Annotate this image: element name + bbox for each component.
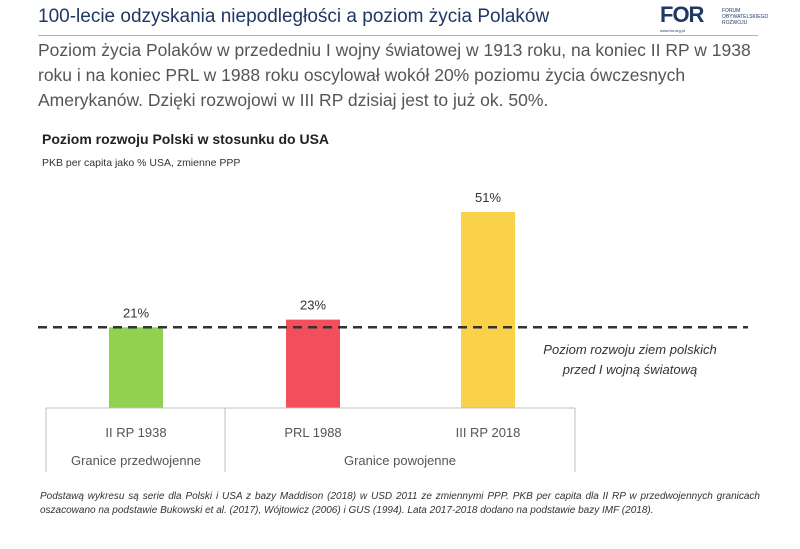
value-label-2: 23% (300, 298, 326, 313)
intro-paragraph: Poziom życia Polaków w przededniu I wojn… (38, 40, 751, 110)
logo-sub-line-1: FORUM (722, 8, 741, 14)
tick-label-3: III RP 2018 (456, 425, 521, 440)
footnote: Podstawą wykresu są serie dla Polski i U… (40, 491, 760, 516)
reference-label-line-1: Poziom rozwoju ziem polskich (543, 342, 716, 357)
value-label-3: 51% (475, 190, 501, 205)
tick-label-1: II RP 1938 (105, 425, 166, 440)
logo-sub-line-3: ROZWOJU (722, 20, 748, 26)
page-title: 100-lecie odzyskania niepodległości a po… (38, 6, 550, 27)
chart-subtitle: PKB per capita jako % USA, zmienne PPP (42, 157, 241, 169)
chart-title: Poziom rozwoju Polski w stosunku do USA (42, 131, 330, 147)
bar-2 (286, 319, 340, 408)
bar-3 (461, 212, 515, 408)
reference-label-line-2: przed I wojną światową (562, 362, 697, 377)
for-logo: FOR FORUM OBYWATELSKIEGO ROZWOJU www.for… (660, 2, 770, 34)
group-label-1: Granice przedwojenne (71, 453, 201, 468)
logo-text: FOR (660, 2, 704, 27)
value-label-1: 21% (123, 305, 149, 320)
header-divider (38, 35, 758, 36)
group-label-2: Granice powojenne (344, 453, 456, 468)
logo-sub-line-2: OBYWATELSKIEGO (722, 14, 769, 20)
logo-url: www.for.org.pl (660, 28, 686, 33)
bar-1 (109, 327, 163, 408)
tick-label-2: PRL 1988 (284, 425, 341, 440)
